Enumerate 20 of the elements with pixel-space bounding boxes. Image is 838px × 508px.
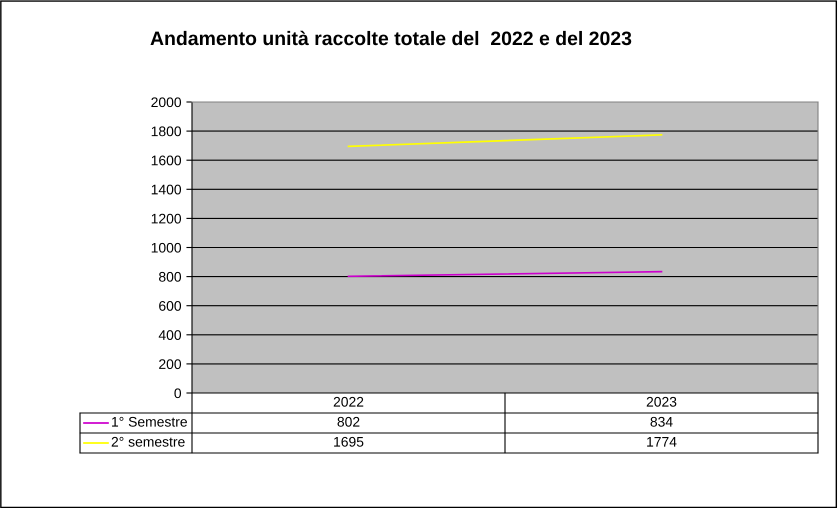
y-tick-label: 1000 xyxy=(152,242,182,253)
y-tick-label: 200 xyxy=(159,359,182,370)
data-label: 1695 xyxy=(334,436,364,447)
data-label: 1774 xyxy=(647,437,677,447)
y-tick-label: 600 xyxy=(159,301,182,311)
data-label: 802 xyxy=(338,416,360,427)
y-tick-label: 1600 xyxy=(152,156,182,166)
y-tick-label: 1800 xyxy=(152,126,182,136)
y-tick-label: 1200 xyxy=(152,214,182,224)
data-label: 834 xyxy=(650,416,673,427)
y-tick-label: 800 xyxy=(159,272,182,282)
x-tick-label: 2022 xyxy=(334,396,364,407)
y-tick-label: 1400 xyxy=(152,184,182,194)
chart-title: Andamento unità raccolte totale del 2022 e del 2023 xyxy=(150,30,632,46)
y-tick-label: 0 xyxy=(174,388,182,398)
legend-label: 1° Semestre xyxy=(112,416,187,427)
y-tick-label: 2000 xyxy=(151,97,182,108)
x-tick-label: 2023 xyxy=(646,396,676,407)
y-tick-label: 400 xyxy=(158,330,182,340)
legend-label: 2° semestre xyxy=(112,436,185,447)
